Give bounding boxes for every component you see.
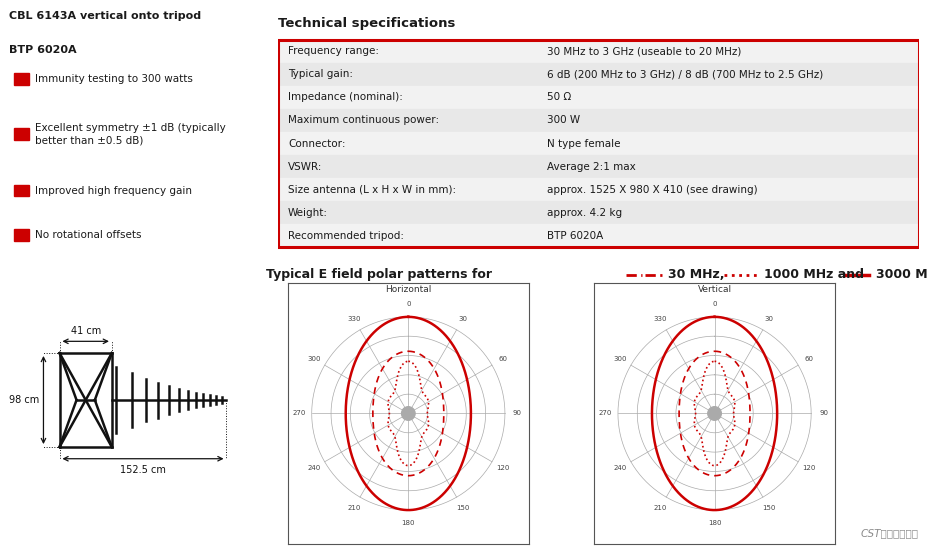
Text: Average 2:1 max: Average 2:1 max xyxy=(547,162,635,171)
Text: 0: 0 xyxy=(712,301,716,307)
Circle shape xyxy=(401,407,414,420)
Text: 150: 150 xyxy=(762,505,775,511)
Text: 0: 0 xyxy=(406,301,410,307)
Text: Improved high frequency gain: Improved high frequency gain xyxy=(35,186,192,196)
Text: No rotational offsets: No rotational offsets xyxy=(35,230,142,240)
Text: Size antenna (L x H x W in mm):: Size antenna (L x H x W in mm): xyxy=(287,185,456,195)
Text: 98 cm: 98 cm xyxy=(9,395,39,405)
Text: Excellent symmetry ±1 dB (typically
better than ±0.5 dB): Excellent symmetry ±1 dB (typically bett… xyxy=(35,123,226,145)
Text: 210: 210 xyxy=(653,505,666,511)
Text: 120: 120 xyxy=(496,465,509,471)
Text: Impedance (nominal):: Impedance (nominal): xyxy=(287,93,402,103)
Text: 180: 180 xyxy=(707,519,720,526)
Text: 41 cm: 41 cm xyxy=(70,326,101,336)
Text: 60: 60 xyxy=(804,356,813,362)
Text: 152.5 cm: 152.5 cm xyxy=(120,465,166,475)
Text: Recommended tripod:: Recommended tripod: xyxy=(287,231,403,241)
Text: N type female: N type female xyxy=(547,139,620,149)
Text: CST仿真专家之路: CST仿真专家之路 xyxy=(860,528,918,538)
Text: 150: 150 xyxy=(456,505,469,511)
Text: Weight:: Weight: xyxy=(287,208,327,218)
Text: Typical gain:: Typical gain: xyxy=(287,69,352,79)
Circle shape xyxy=(707,407,720,420)
Text: 30: 30 xyxy=(764,316,773,322)
Bar xyxy=(278,201,918,224)
Text: 120: 120 xyxy=(802,465,815,471)
Bar xyxy=(15,128,29,140)
Text: 50 Ω: 50 Ω xyxy=(547,93,571,103)
Bar xyxy=(278,40,918,248)
Text: Horizontal: Horizontal xyxy=(385,285,431,294)
Text: 90: 90 xyxy=(819,411,827,416)
Bar xyxy=(278,132,918,155)
Text: 240: 240 xyxy=(613,465,626,471)
Text: 3000 MHz: 3000 MHz xyxy=(875,268,927,281)
Bar xyxy=(278,178,918,201)
Text: approx. 1525 X 980 X 410 (see drawing): approx. 1525 X 980 X 410 (see drawing) xyxy=(547,185,757,195)
Bar xyxy=(278,86,918,109)
Bar xyxy=(15,185,29,196)
Text: 60: 60 xyxy=(498,356,507,362)
Text: 30: 30 xyxy=(458,316,467,322)
Bar xyxy=(278,63,918,86)
Text: 300: 300 xyxy=(307,356,320,362)
Bar xyxy=(278,224,918,248)
Text: VSWR:: VSWR: xyxy=(287,162,322,171)
Text: Vertical: Vertical xyxy=(697,285,730,294)
Text: 90: 90 xyxy=(513,411,521,416)
Text: 180: 180 xyxy=(401,519,414,526)
Text: BTP 6020A: BTP 6020A xyxy=(547,231,603,241)
Text: 30 MHz,: 30 MHz, xyxy=(667,268,724,281)
Bar xyxy=(278,155,918,178)
Text: 330: 330 xyxy=(347,316,360,322)
Text: Maximum continuous power:: Maximum continuous power: xyxy=(287,115,438,125)
Text: BTP 6020A: BTP 6020A xyxy=(9,45,77,55)
Text: 270: 270 xyxy=(292,411,306,416)
Text: 30 MHz to 3 GHz (useable to 20 MHz): 30 MHz to 3 GHz (useable to 20 MHz) xyxy=(547,46,741,56)
Text: 270: 270 xyxy=(598,411,612,416)
Text: 300: 300 xyxy=(613,356,626,362)
Text: Connector:: Connector: xyxy=(287,139,345,149)
Text: Technical specifications: Technical specifications xyxy=(278,17,455,30)
Text: 300 W: 300 W xyxy=(547,115,579,125)
Text: Typical E field polar patterns for: Typical E field polar patterns for xyxy=(266,268,496,281)
Text: Immunity testing to 300 watts: Immunity testing to 300 watts xyxy=(35,74,193,84)
Text: 330: 330 xyxy=(653,316,666,322)
Text: approx. 4.2 kg: approx. 4.2 kg xyxy=(547,208,622,218)
Text: 1000 MHz and: 1000 MHz and xyxy=(763,268,863,281)
Text: CBL 6143A vertical onto tripod: CBL 6143A vertical onto tripod xyxy=(9,11,201,21)
Text: 6 dB (200 MHz to 3 GHz) / 8 dB (700 MHz to 2.5 GHz): 6 dB (200 MHz to 3 GHz) / 8 dB (700 MHz … xyxy=(547,69,822,79)
Bar xyxy=(15,229,29,241)
Bar xyxy=(15,73,29,84)
Text: 240: 240 xyxy=(307,465,320,471)
Text: 210: 210 xyxy=(347,505,360,511)
Text: Frequency range:: Frequency range: xyxy=(287,46,378,56)
Bar xyxy=(278,40,918,63)
Bar xyxy=(278,109,918,132)
